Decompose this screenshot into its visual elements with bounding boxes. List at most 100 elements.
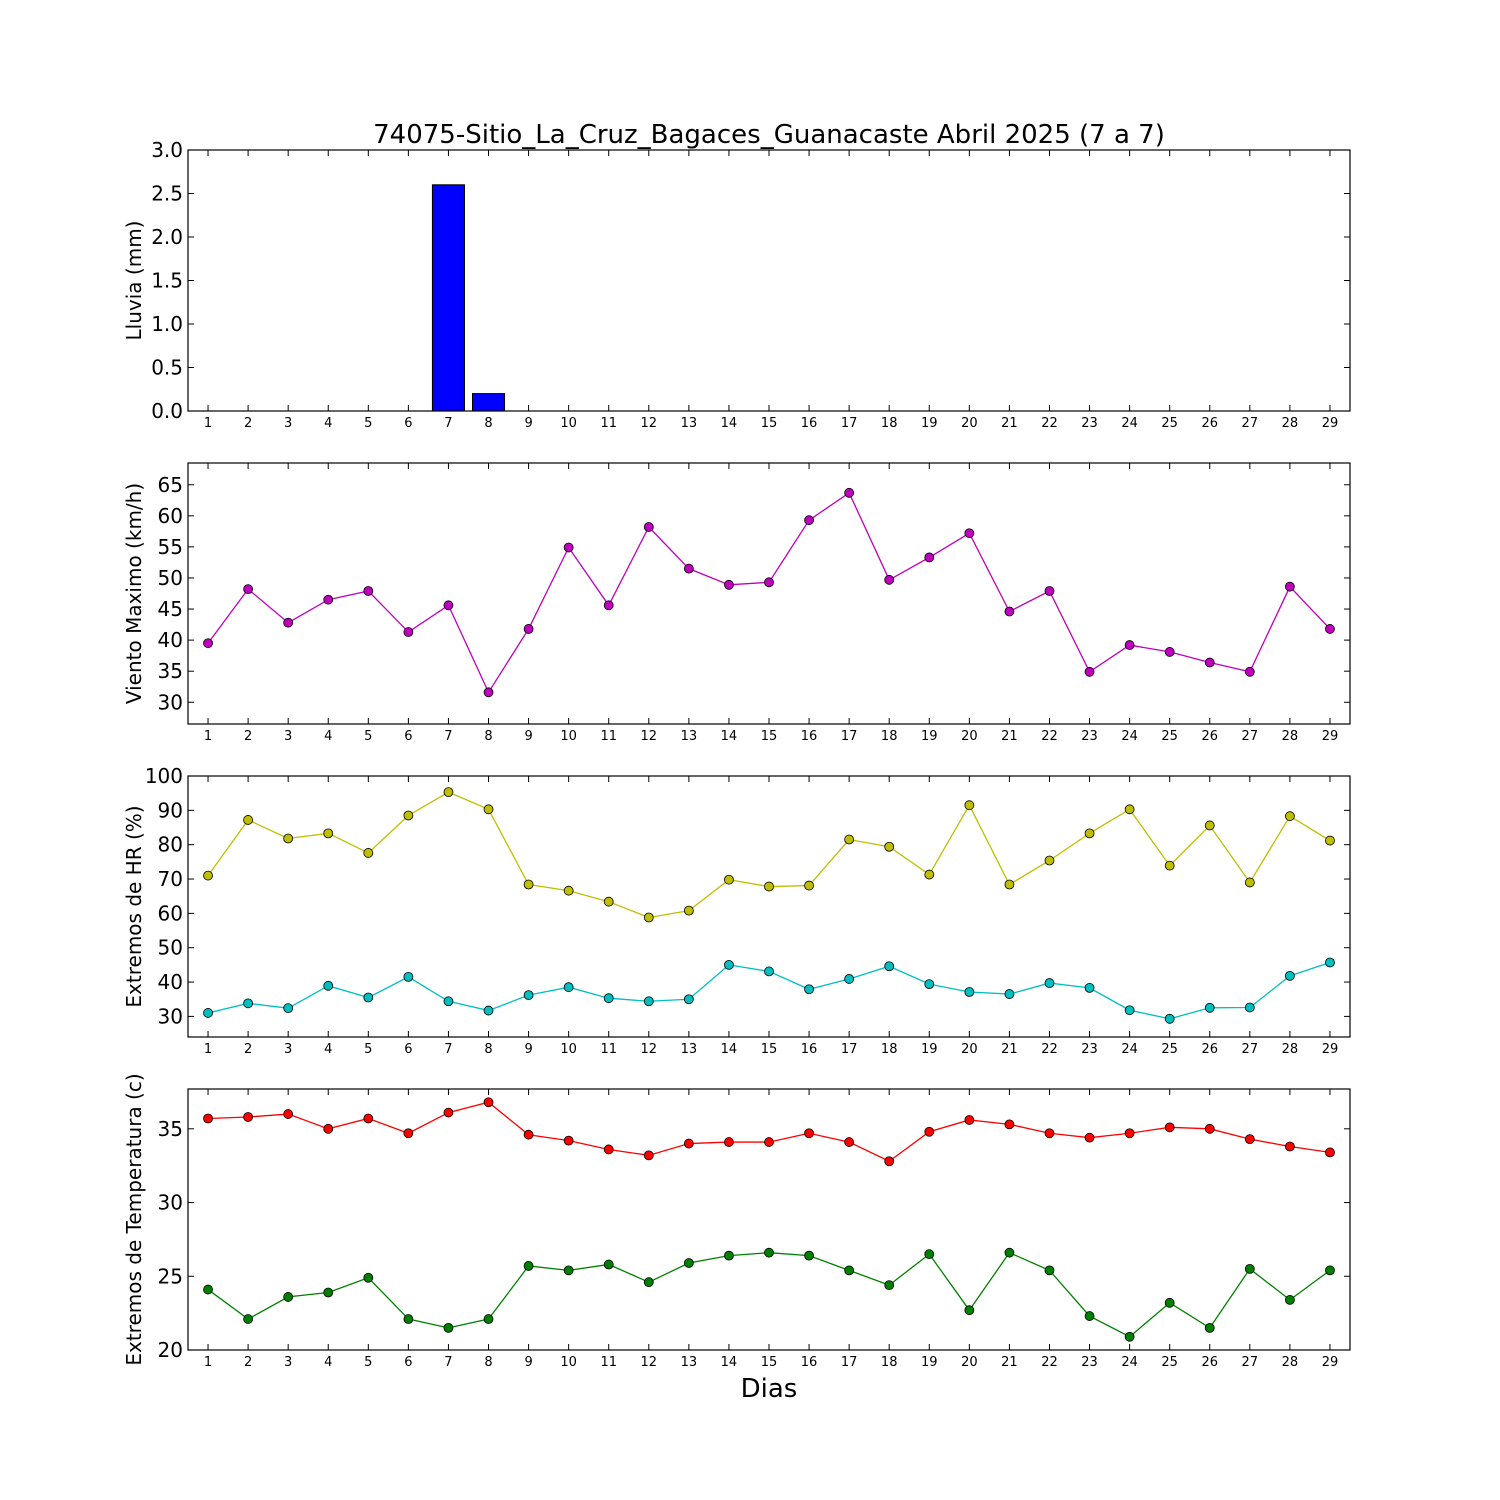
temperature-ytick-label: 30 bbox=[158, 1191, 183, 1215]
rain-ytick-label: 1.5 bbox=[151, 269, 183, 293]
humidity-series-0-point bbox=[884, 841, 895, 852]
temperature-xtick-label: 26 bbox=[1201, 1355, 1218, 1370]
wind-series-0-point bbox=[1084, 666, 1095, 677]
wind-series-0-point bbox=[1004, 606, 1015, 617]
wind-series-0-point bbox=[1044, 586, 1055, 596]
humidity-xtick-label: 29 bbox=[1322, 1042, 1339, 1057]
humidity-xtick-label: 21 bbox=[1001, 1042, 1018, 1057]
humidity-axes-frame bbox=[187, 775, 1351, 1038]
humidity-series-0-point bbox=[1004, 879, 1015, 890]
temperature-series-1-point bbox=[1164, 1297, 1175, 1308]
rain-xtick-label: 21 bbox=[1001, 416, 1018, 431]
wind-xtick-label: 14 bbox=[721, 729, 738, 744]
humidity-xtick-label: 14 bbox=[721, 1042, 738, 1057]
temperature-xtick-label: 18 bbox=[881, 1355, 898, 1370]
wind-series-0-point bbox=[603, 600, 614, 611]
temperature-series-1-point bbox=[964, 1305, 975, 1316]
rain-xtick-label: 27 bbox=[1242, 416, 1259, 431]
humidity-series-1-point bbox=[1325, 957, 1335, 968]
wind-xtick-label: 9 bbox=[524, 729, 532, 744]
humidity-series-0-point bbox=[804, 880, 814, 891]
rain-xtick-label: 23 bbox=[1081, 416, 1098, 431]
humidity-xtick-label: 26 bbox=[1201, 1042, 1218, 1057]
temperature-series-0-point bbox=[1044, 1128, 1055, 1139]
temperature-series-0-point bbox=[924, 1126, 935, 1137]
temperature-y-axis-label: Extremos de Temperatura (c) bbox=[122, 1073, 146, 1365]
wind-xtick-label: 3 bbox=[284, 729, 292, 744]
temperature-xtick-label: 15 bbox=[761, 1355, 778, 1370]
humidity-series-0-point bbox=[844, 834, 855, 845]
temperature-xtick-label: 20 bbox=[961, 1355, 978, 1370]
wind-series-0-point bbox=[1244, 666, 1255, 677]
temperature-series-0-point bbox=[483, 1097, 494, 1108]
wind-xtick-label: 15 bbox=[761, 729, 778, 744]
humidity-series-1-point bbox=[764, 966, 774, 977]
rain-bar bbox=[471, 393, 506, 412]
rain-xtick-label: 9 bbox=[524, 416, 532, 431]
humidity-xtick-label: 19 bbox=[921, 1042, 938, 1057]
temperature-series-1-point bbox=[483, 1314, 494, 1324]
temperature-ytick-label: 25 bbox=[158, 1264, 183, 1288]
humidity-series-1-point bbox=[363, 992, 374, 1003]
temperature-xtick-label: 8 bbox=[484, 1355, 492, 1370]
temperature-series-0-point bbox=[1204, 1123, 1215, 1134]
humidity-series-1-point bbox=[283, 1003, 294, 1014]
humidity-series-0-point bbox=[1244, 877, 1255, 888]
wind-xtick-label: 21 bbox=[1001, 729, 1018, 744]
temperature-xtick-label: 25 bbox=[1161, 1355, 1178, 1370]
humidity-series-1-point bbox=[1004, 989, 1015, 999]
humidity-series-1-point bbox=[403, 972, 414, 982]
wind-xtick-label: 23 bbox=[1081, 729, 1098, 744]
humidity-ytick-label: 60 bbox=[158, 901, 183, 925]
wind-xtick-label: 17 bbox=[841, 729, 858, 744]
temperature-xtick-label: 4 bbox=[324, 1355, 332, 1370]
humidity-series-0-point bbox=[1044, 855, 1055, 866]
humidity-series-1-point bbox=[683, 994, 694, 1005]
chart-panels: 0.00.51.01.52.02.53.01 2 3 4 5 6 7 8 9 10 11 12 13 14… bbox=[122, 138, 1351, 1370]
humidity-series-0-point bbox=[443, 787, 454, 798]
humidity-series-1-point bbox=[243, 998, 254, 1009]
humidity-series-0-point bbox=[243, 815, 254, 825]
humidity-series-1-point bbox=[323, 980, 334, 991]
temperature-xtick-label: 21 bbox=[1001, 1355, 1018, 1370]
humidity-xtick-label: 13 bbox=[681, 1042, 698, 1057]
wind-xtick-label: 19 bbox=[921, 729, 938, 744]
temperature-series-0-point bbox=[563, 1135, 574, 1146]
humidity-series-1-point bbox=[563, 982, 574, 993]
humidity-series-0-point bbox=[523, 879, 534, 890]
wind-series-0-point bbox=[924, 552, 935, 563]
wind-ytick-label: 30 bbox=[158, 690, 183, 714]
humidity-xtick-label: 12 bbox=[641, 1042, 658, 1057]
temperature-xtick-label: 13 bbox=[681, 1355, 698, 1370]
rain-xtick-label: 22 bbox=[1041, 416, 1058, 431]
temperature-series-1-point bbox=[844, 1265, 855, 1276]
temperature-series-0-point bbox=[804, 1128, 814, 1139]
wind-series-0-point bbox=[1325, 624, 1335, 634]
temperature-series-1-point bbox=[603, 1259, 614, 1270]
rain-xtick-label: 8 bbox=[484, 416, 492, 431]
temperature-series-0-point bbox=[884, 1156, 895, 1167]
humidity-xtick-label: 23 bbox=[1081, 1042, 1098, 1057]
humidity-series-0-point bbox=[1325, 835, 1335, 846]
temperature-series-1-point bbox=[1084, 1311, 1095, 1321]
wind-series-0-point bbox=[643, 522, 654, 532]
temperature-series-0-point bbox=[603, 1144, 614, 1155]
wind-series-0-point bbox=[443, 600, 454, 611]
temperature-xtick-label: 3 bbox=[284, 1355, 292, 1370]
temperature-series-1-point bbox=[563, 1265, 574, 1276]
humidity-xtick-label: 18 bbox=[881, 1042, 898, 1057]
temperature-series-0-point bbox=[243, 1112, 254, 1122]
wind-series-0-point bbox=[1204, 657, 1215, 668]
wind-xtick-label: 20 bbox=[961, 729, 978, 744]
wind-xtick-label: 28 bbox=[1282, 729, 1299, 744]
humidity-xtick-label: 15 bbox=[761, 1042, 778, 1057]
temperature-series-1-point bbox=[523, 1261, 534, 1271]
rain-xtick-label: 12 bbox=[641, 416, 658, 431]
rain-ytick-label: 2.0 bbox=[151, 225, 183, 249]
rain-xtick-label: 6 bbox=[404, 416, 412, 431]
temperature-series-1-point bbox=[323, 1287, 334, 1298]
rain-ytick-label: 3.0 bbox=[151, 138, 183, 162]
humidity-series-0-point bbox=[1164, 860, 1175, 871]
temperature-xtick-label: 22 bbox=[1041, 1355, 1058, 1370]
